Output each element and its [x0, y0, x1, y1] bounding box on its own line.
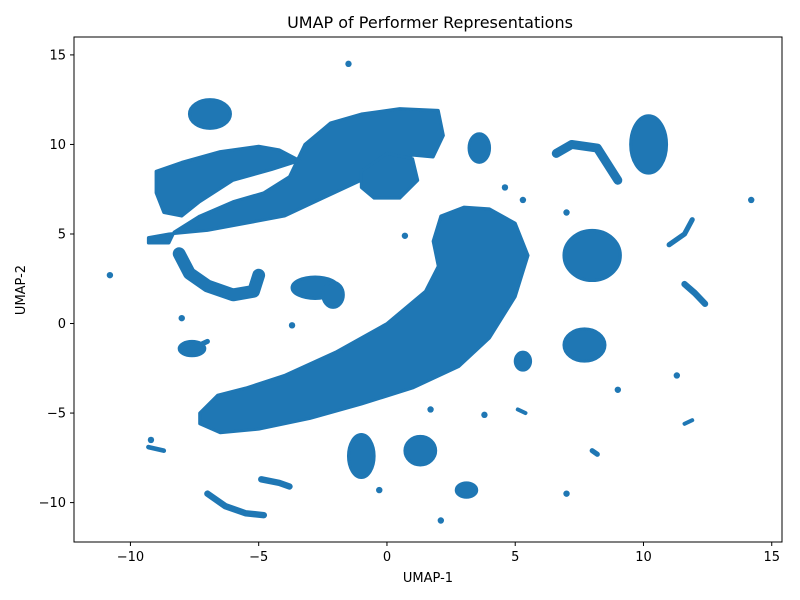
scatter-point — [345, 60, 352, 68]
scatter-point — [563, 490, 570, 497]
y-tick-label: 10 — [49, 138, 66, 153]
cluster-blob-center-right — [359, 151, 420, 200]
cluster-left-hook — [172, 247, 266, 302]
x-axis-ticks: −10 −5 0 5 10 15 — [117, 542, 780, 565]
cluster-main-crescent — [198, 205, 530, 435]
scatter-point — [288, 322, 296, 329]
cluster-mini-top-right — [589, 448, 600, 457]
x-tick-label: −10 — [117, 550, 144, 565]
y-axis-label: UMAP-2 — [14, 265, 29, 315]
cluster-blob-right-lower — [562, 327, 607, 363]
x-tick-label: 15 — [763, 550, 780, 565]
cluster-blob-top-right — [629, 114, 669, 175]
cluster-small-low-right — [515, 407, 528, 416]
x-tick-label: 10 — [635, 550, 652, 565]
scatter-point — [437, 517, 445, 524]
scatter-point — [673, 372, 681, 379]
scatter-point — [376, 486, 383, 494]
y-axis-ticks: −10 −5 0 5 10 15 — [39, 48, 74, 511]
scatter-point — [563, 209, 570, 216]
x-tick-label: 5 — [511, 550, 519, 565]
y-tick-label: 5 — [58, 227, 66, 242]
cluster-blob-right — [562, 228, 622, 283]
cluster-blob-mid-left-2 — [321, 280, 345, 309]
scatter-point — [501, 184, 509, 191]
cluster-lower-arc — [204, 490, 268, 519]
x-tick-label: −5 — [249, 550, 268, 565]
scatter-point — [401, 232, 409, 239]
cluster-small-diag-left — [181, 338, 210, 355]
x-axis-label: UMAP-1 — [403, 571, 453, 586]
cluster-far-right-small — [682, 418, 695, 426]
cluster-left-arm — [154, 144, 302, 218]
y-tick-label: 15 — [49, 48, 66, 63]
chart-title: UMAP of Performer Representations — [287, 13, 573, 32]
x-tick-label: 0 — [383, 550, 391, 565]
y-tick-label: −5 — [47, 407, 66, 422]
y-tick-label: 0 — [58, 317, 66, 332]
cluster-blob-upper-left — [187, 98, 232, 130]
scatter-point — [178, 314, 185, 322]
cluster-arc-under-hook — [258, 476, 293, 490]
cluster-blob-22-9 — [454, 481, 479, 499]
cluster-far-right-diag-2 — [681, 280, 709, 308]
cluster-right-arc — [551, 139, 623, 185]
cluster-left-small-stick — [146, 444, 167, 453]
scatter-point — [748, 196, 755, 204]
cluster-blob-col-top — [467, 132, 492, 164]
scatter-point — [614, 386, 622, 393]
cluster-upper-wedge-band — [146, 107, 445, 245]
plot-area — [106, 60, 755, 524]
y-tick-label: −10 — [39, 496, 66, 511]
plot-frame — [73, 36, 783, 543]
scatter-point — [427, 406, 434, 413]
cluster-blob-bottom-1 — [346, 433, 376, 480]
cluster-blob-bottom-2 — [403, 434, 438, 467]
scatter-point — [481, 411, 488, 419]
cluster-far-right-diag — [666, 217, 695, 248]
scatter-point — [147, 436, 155, 444]
scatter-point — [519, 196, 527, 204]
scatter-point — [106, 271, 114, 279]
cluster-blob-53 — [513, 350, 533, 372]
